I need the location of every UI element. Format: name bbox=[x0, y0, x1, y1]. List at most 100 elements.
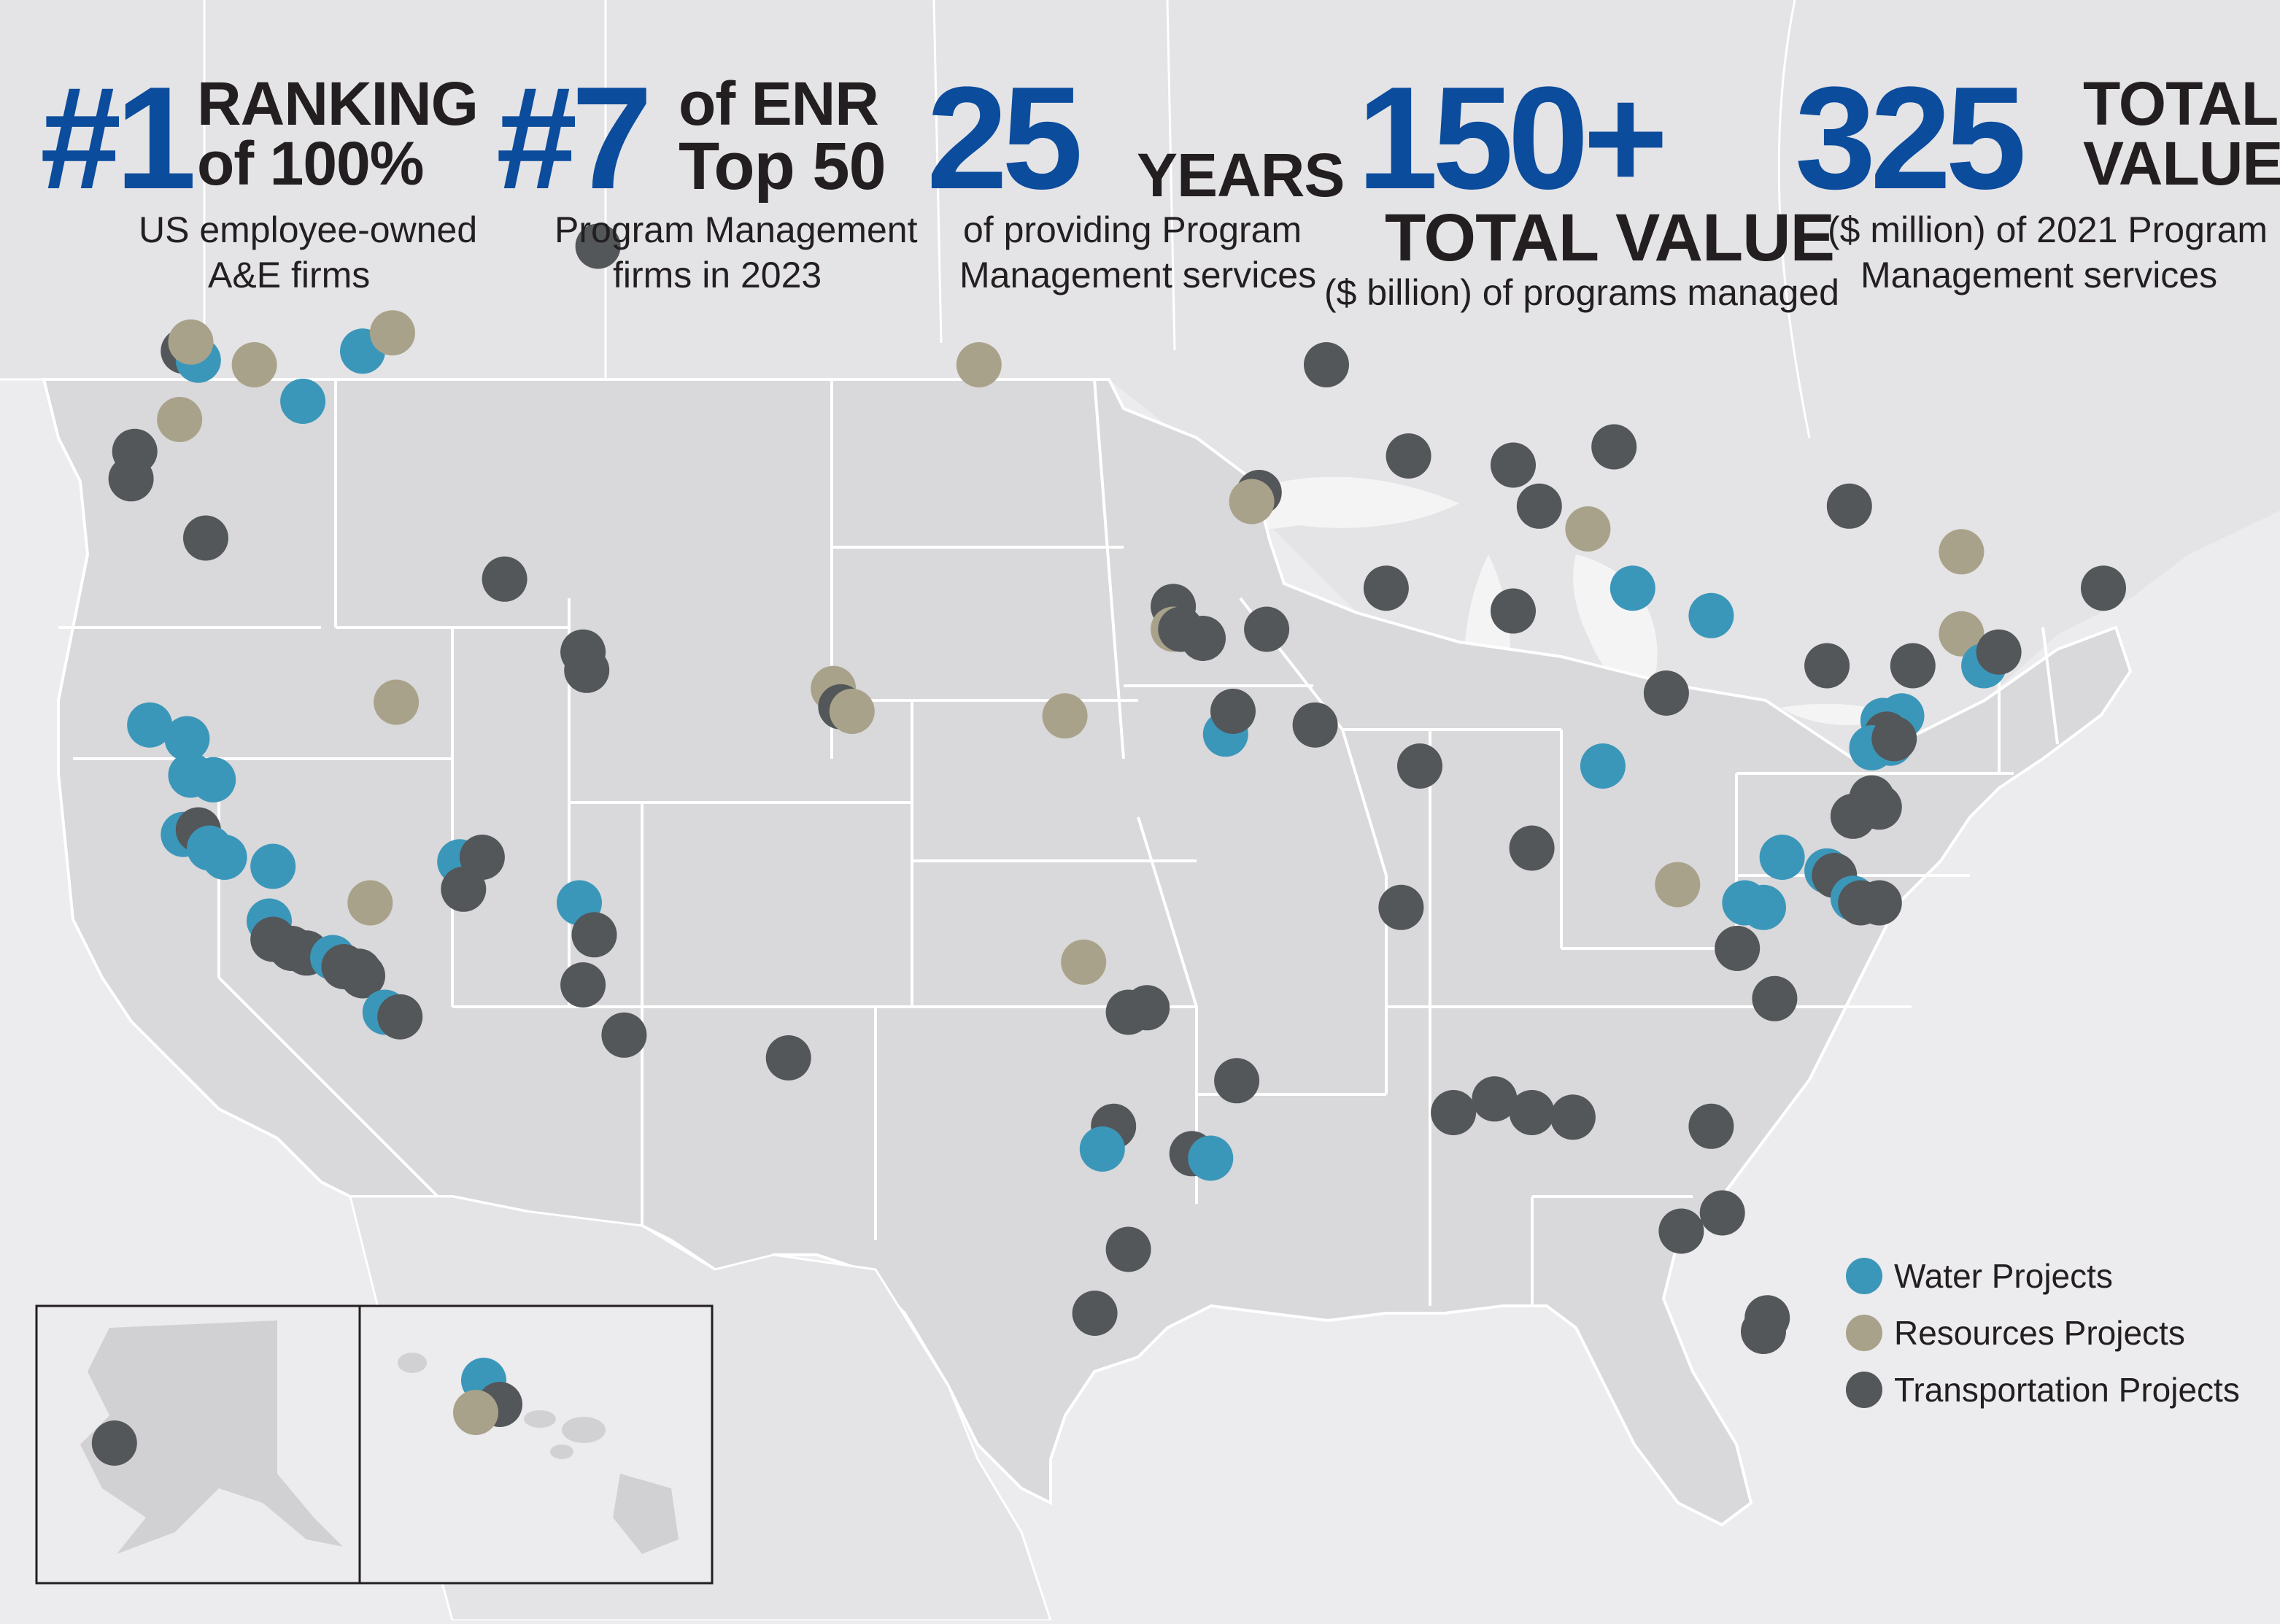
resources-project-marker bbox=[1061, 939, 1107, 985]
water-project-marker bbox=[1188, 1135, 1234, 1181]
stat-years-number: 25 bbox=[927, 57, 1083, 220]
transportation-project-marker bbox=[575, 223, 621, 269]
water-marker-icon bbox=[1846, 1258, 1882, 1294]
transportation-project-marker bbox=[1363, 565, 1409, 611]
resources-project-marker bbox=[1229, 479, 1275, 525]
water-project-marker bbox=[1580, 743, 1626, 789]
resources-project-marker bbox=[157, 397, 203, 442]
stat-ranking-number: #1 bbox=[40, 57, 196, 220]
water-project-marker bbox=[164, 716, 210, 762]
state-borders bbox=[58, 379, 2059, 1306]
resources-project-marker bbox=[1565, 506, 1611, 552]
transportation-project-marker bbox=[1830, 793, 1876, 839]
project-markers bbox=[91, 223, 2126, 1466]
transportation-project-marker bbox=[340, 953, 385, 999]
transportation-project-marker bbox=[1072, 1291, 1118, 1336]
legend-label-transportation: Transportation Projects bbox=[1894, 1371, 2240, 1409]
transportation-project-marker bbox=[1890, 643, 1936, 689]
resources-project-marker bbox=[453, 1390, 498, 1435]
lake-huron bbox=[1573, 554, 1658, 685]
transportation-project-marker bbox=[1591, 424, 1637, 470]
transportation-project-marker bbox=[1210, 689, 1256, 734]
transportation-project-marker bbox=[1715, 926, 1761, 971]
transportation-project-marker bbox=[560, 962, 606, 1008]
water-project-marker bbox=[127, 702, 173, 748]
water-project-marker bbox=[250, 843, 296, 889]
stat-programs-word: TOTAL VALUE bbox=[1385, 201, 1835, 275]
water-project-marker bbox=[190, 757, 236, 803]
transportation-project-marker bbox=[1516, 483, 1562, 529]
water-project-marker bbox=[1079, 1126, 1125, 1172]
transportation-project-marker bbox=[1180, 616, 1226, 661]
stat-enr-word-1: of ENR bbox=[679, 69, 879, 138]
stat-value-sub-1: ($ million) of 2021 Program bbox=[1828, 209, 2268, 250]
resources-project-marker bbox=[347, 880, 393, 926]
transportation-project-marker bbox=[1124, 985, 1170, 1031]
resources-project-marker bbox=[956, 342, 1002, 387]
transportation-project-marker bbox=[1397, 743, 1442, 789]
stat-value-word-1: TOTAL bbox=[2083, 69, 2279, 138]
transportation-project-marker bbox=[1509, 825, 1555, 871]
transportation-marker-icon bbox=[1846, 1372, 1882, 1408]
stat-ranking-sub-2: A&E firms bbox=[208, 255, 371, 295]
transportation-project-marker bbox=[1752, 975, 1798, 1021]
water-project-marker bbox=[1688, 592, 1734, 638]
legend-label-resources: Resources Projects bbox=[1894, 1314, 2185, 1352]
transportation-project-marker bbox=[1643, 670, 1689, 716]
resources-project-marker bbox=[231, 342, 277, 387]
stat-enr-word-2: Top 50 bbox=[679, 129, 886, 204]
water-project-marker bbox=[201, 835, 247, 880]
transportation-project-marker bbox=[1386, 433, 1431, 479]
stat-value-number: 325 bbox=[1795, 57, 2027, 220]
transportation-project-marker bbox=[183, 515, 228, 561]
transportation-project-marker bbox=[564, 647, 610, 693]
stat-programs-number: 150+ bbox=[1357, 57, 1668, 220]
water-project-marker bbox=[1759, 835, 1805, 880]
transportation-project-marker bbox=[108, 456, 154, 502]
resources-project-marker bbox=[168, 319, 214, 365]
transportation-project-marker bbox=[1491, 588, 1536, 634]
resources-project-marker bbox=[1939, 529, 1985, 575]
transportation-project-marker bbox=[765, 1035, 811, 1080]
canada-land bbox=[0, 0, 2280, 759]
transportation-project-marker bbox=[1741, 1309, 1786, 1354]
resources-project-marker bbox=[1655, 862, 1701, 908]
transportation-project-marker bbox=[601, 1012, 647, 1058]
transportation-project-marker bbox=[1244, 606, 1290, 652]
resources-project-marker bbox=[370, 310, 415, 356]
water-project-marker bbox=[1741, 884, 1786, 930]
stat-ranking-word-2: of 100% bbox=[197, 129, 424, 198]
alaska-shape bbox=[80, 1321, 343, 1554]
stat-programs-sub-1: ($ billion) of programs managed bbox=[1324, 272, 1839, 313]
stat-value-sub-2: Management services bbox=[1860, 255, 2218, 295]
transportation-project-marker bbox=[2081, 565, 2126, 611]
transportation-project-marker bbox=[1804, 643, 1850, 689]
transportation-project-marker bbox=[1509, 1090, 1555, 1135]
transportation-project-marker bbox=[1550, 1094, 1596, 1140]
stat-enr-sub-2: firms in 2023 bbox=[613, 255, 822, 295]
water-project-marker bbox=[1609, 565, 1655, 611]
resources-marker-icon bbox=[1846, 1315, 1882, 1351]
transportation-project-marker bbox=[571, 912, 617, 958]
transportation-project-marker bbox=[482, 556, 528, 602]
transportation-project-marker bbox=[1658, 1208, 1704, 1254]
stat-ranking-sub-1: US employee-owned bbox=[139, 209, 478, 250]
transportation-project-marker bbox=[1304, 342, 1349, 387]
transportation-project-marker bbox=[1214, 1058, 1260, 1104]
transportation-project-marker bbox=[1491, 442, 1536, 488]
legend-label-water: Water Projects bbox=[1894, 1257, 2113, 1295]
stat-years-sub-1: of providing Program bbox=[963, 209, 1302, 250]
transportation-project-marker bbox=[1292, 702, 1338, 748]
stat-years-sub-2: Management services bbox=[959, 255, 1317, 295]
resources-project-marker bbox=[1939, 611, 1985, 657]
transportation-project-marker bbox=[1699, 1190, 1745, 1236]
water-project-marker bbox=[280, 379, 326, 424]
stat-ranking-word-1: RANKING bbox=[197, 69, 479, 138]
canada-borders bbox=[0, 0, 1811, 438]
resources-project-marker bbox=[374, 679, 420, 725]
transportation-project-marker bbox=[1105, 1226, 1151, 1272]
transportation-project-marker bbox=[1688, 1103, 1734, 1149]
transportation-project-marker bbox=[441, 866, 487, 912]
